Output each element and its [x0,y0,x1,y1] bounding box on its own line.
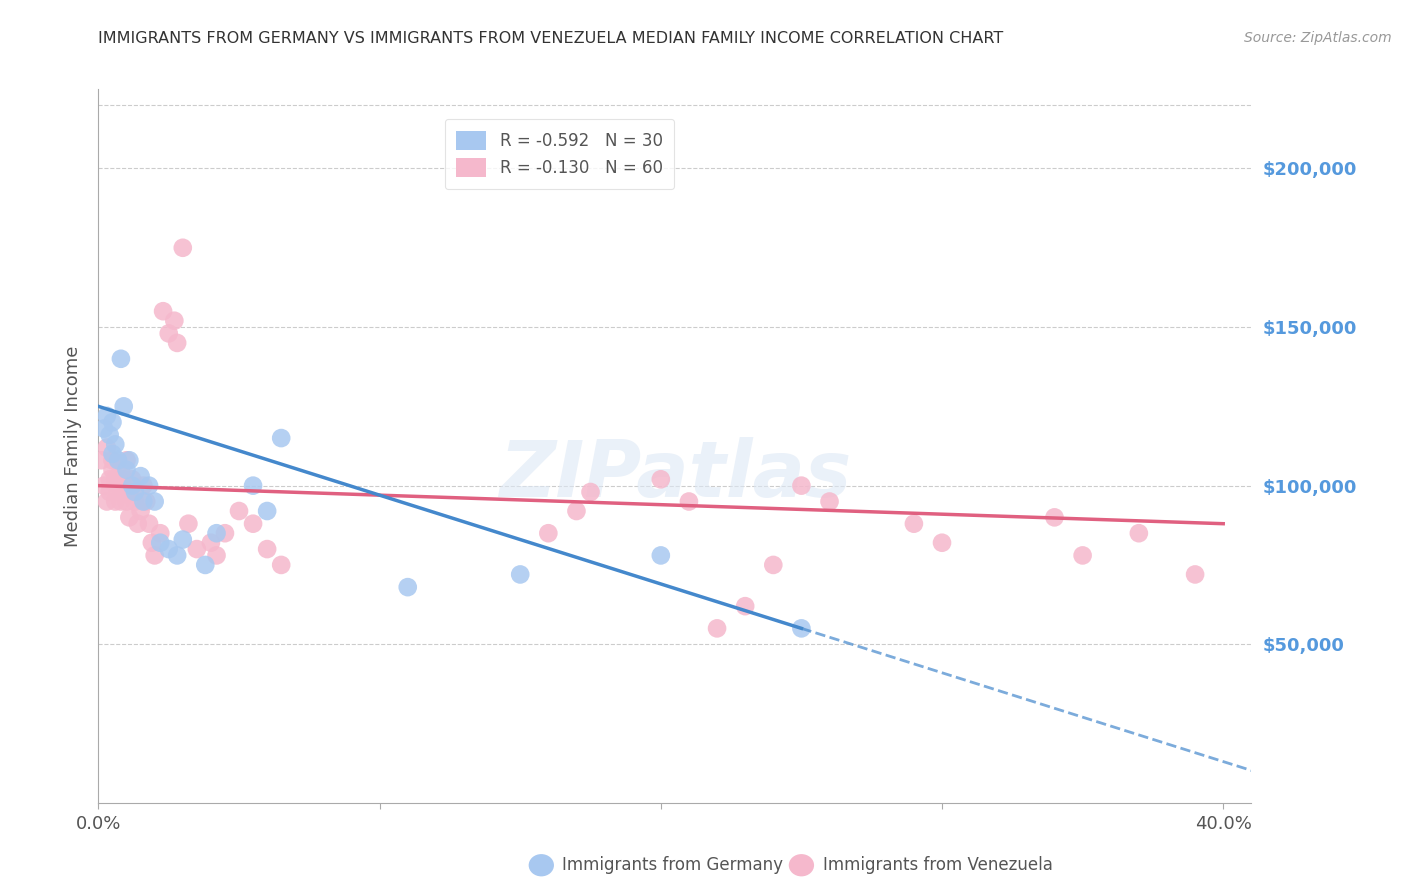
Point [166,335,188,350]
Text: IMMIGRANTS FROM GERMANY VS IMMIGRANTS FROM VENEZUELA MEDIAN FAMILY INCOME CORREL: IMMIGRANTS FROM GERMANY VS IMMIGRANTS FR… [98,31,1004,46]
Point [790,621,813,635]
Point [143,494,166,508]
Y-axis label: Median Family Income: Median Family Income [63,345,82,547]
Point [157,326,180,341]
Point [96,441,118,455]
Point [205,526,228,541]
Point [149,526,172,541]
Point [93,421,115,435]
Point [149,535,172,549]
Point [790,478,813,492]
Point [537,526,560,541]
Point [256,542,278,557]
Point [115,494,138,508]
Point [152,304,174,318]
Point [143,549,166,563]
Point [101,463,124,477]
Point [177,516,200,531]
Point [734,599,756,614]
Point [110,494,132,508]
Point [132,494,155,508]
Point [1071,549,1094,563]
Point [118,485,141,500]
Point [1184,567,1206,582]
Point [163,314,186,328]
Point [101,447,124,461]
Point [509,567,531,582]
Point [138,478,160,492]
Point [186,542,208,557]
Text: ZIPatlas: ZIPatlas [499,436,851,513]
Point [115,453,138,467]
Point [98,428,121,442]
Point [931,535,953,549]
Point [172,533,194,547]
Point [129,504,152,518]
Point [166,549,188,563]
Point [135,494,157,508]
Point [762,558,785,572]
Point [1043,510,1066,524]
Point [107,453,129,467]
Point [121,478,143,492]
Point [132,478,155,492]
Point [579,485,602,500]
Point [565,504,588,518]
Point [112,400,135,414]
Point [112,478,135,492]
Text: Source: ZipAtlas.com: Source: ZipAtlas.com [1244,31,1392,45]
Point [270,431,292,445]
Point [104,472,127,486]
Point [650,472,672,486]
Text: Immigrants from Venezuela: Immigrants from Venezuela [823,856,1052,874]
Point [121,472,143,486]
Point [107,478,129,492]
Point [903,516,925,531]
Point [98,472,121,486]
Point [706,621,728,635]
Point [650,549,672,563]
Legend: R = -0.592   N = 30, R = -0.130   N = 60: R = -0.592 N = 30, R = -0.130 N = 60 [444,119,675,189]
Point [118,510,141,524]
Point [129,469,152,483]
Point [270,558,292,572]
Point [115,463,138,477]
Point [127,516,149,531]
Point [256,504,278,518]
Point [228,504,250,518]
Point [96,494,118,508]
Point [818,494,841,508]
Point [200,535,222,549]
Point [1128,526,1150,541]
Point [141,535,163,549]
Point [214,526,236,541]
Point [110,463,132,477]
Point [107,485,129,500]
Point [96,409,118,423]
Point [242,516,264,531]
Point [242,478,264,492]
Point [110,351,132,366]
Point [194,558,217,572]
Point [157,542,180,557]
Point [678,494,700,508]
Point [98,485,121,500]
Point [138,516,160,531]
Point [104,437,127,451]
Text: Immigrants from Germany: Immigrants from Germany [562,856,783,874]
Point [112,472,135,486]
Point [124,494,146,508]
Point [172,241,194,255]
Point [90,453,112,467]
Point [101,453,124,467]
Point [101,415,124,429]
Point [118,453,141,467]
Point [396,580,419,594]
Point [104,494,127,508]
Point [205,549,228,563]
Point [124,485,146,500]
Point [93,478,115,492]
